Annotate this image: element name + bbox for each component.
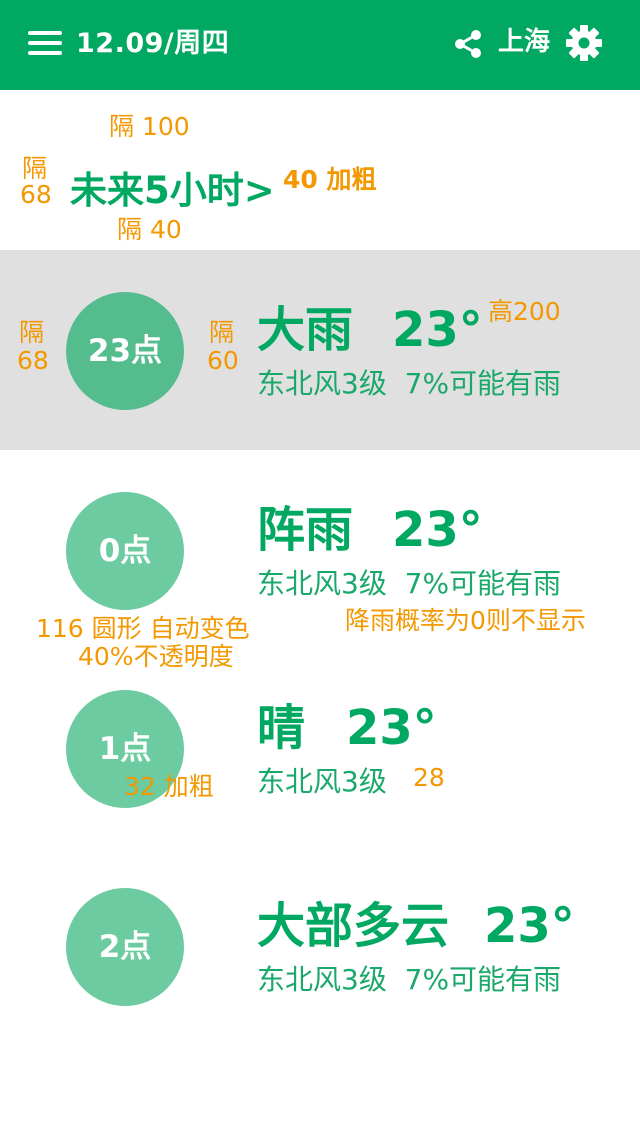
hour-circle: 23点 xyxy=(66,292,184,410)
wind-label: 东北风3级 xyxy=(257,963,387,996)
rain-chance: 7%可能有雨 xyxy=(404,963,562,996)
annotation-gap-68-label: 隔 xyxy=(19,318,45,347)
temperature: 23° xyxy=(392,302,483,358)
annotation-gap-60-value: 60 xyxy=(207,346,239,375)
hour-circle: 0点 xyxy=(66,492,184,610)
future-hours-link[interactable]: 未来5小时> xyxy=(70,169,275,212)
rain-chance: 7%可能有雨 xyxy=(404,567,562,600)
annotation-circle-spec: 116 圆形 自动变色 xyxy=(36,614,250,643)
annotation-gap-68-value: 68 xyxy=(20,180,52,209)
top-bar: 12.09/周四 上海 xyxy=(0,0,640,90)
rain-chance: 7%可能有雨 xyxy=(404,367,562,400)
wind-label: 东北风3级 xyxy=(257,567,387,600)
weather-detail: 东北风3级 7%可能有雨 xyxy=(257,366,561,402)
weather-label: 大部多云 xyxy=(257,898,450,954)
annotation-gap-68-label: 隔 xyxy=(22,154,48,183)
temperature: 23° xyxy=(484,898,575,954)
annotation-gap-60-label: 隔 xyxy=(209,318,235,347)
weather-detail: 东北风3级 7%可能有雨 xyxy=(257,962,561,998)
annotation-row-height: 高200 xyxy=(488,297,561,326)
weather-label: 晴 xyxy=(257,700,306,756)
annotation-title-font: 40 加粗 xyxy=(283,165,377,194)
date-label: 12.09/周四 xyxy=(76,28,230,59)
temperature: 23° xyxy=(346,700,437,756)
weather-label: 阵雨 xyxy=(257,502,354,558)
weather-label: 大雨 xyxy=(257,302,354,358)
hour-row[interactable]: 2点 大部多云 23° 东北风3级 7%可能有雨 xyxy=(0,846,640,1046)
hour-row[interactable]: 23点 大雨 23° 东北风3级 7%可能有雨 xyxy=(0,250,640,450)
temperature: 23° xyxy=(392,502,483,558)
hour-circle: 1点 xyxy=(66,690,184,808)
annotation-gap-100: 隔 100 xyxy=(109,112,190,141)
weather-detail: 东北风3级 7%可能有雨 xyxy=(257,566,561,602)
annotation-detail-font: 28 xyxy=(413,763,445,792)
menu-icon[interactable] xyxy=(28,31,62,55)
wind-label: 东北风3级 xyxy=(257,367,387,400)
hour-row[interactable]: 0点 阵雨 23° 东北风3级 7%可能有雨 xyxy=(0,450,640,650)
annotation-hour-font: 32 加粗 xyxy=(124,772,214,801)
hour-row[interactable]: 1点 晴 23° 东北风3级 xyxy=(0,648,640,848)
annotation-gap-40: 隔 40 xyxy=(117,215,182,244)
gear-icon[interactable] xyxy=(565,24,603,62)
wind-label: 东北风3级 xyxy=(257,765,387,798)
share-icon[interactable] xyxy=(452,28,484,60)
hour-circle: 2点 xyxy=(66,888,184,1006)
city-selector[interactable]: 上海 xyxy=(498,27,551,57)
weather-detail: 东北风3级 xyxy=(257,764,387,800)
annotation-gap-68-value: 68 xyxy=(17,346,49,375)
annotation-circle-opacity: 40%不透明度 xyxy=(78,642,234,671)
annotation-rain-rule: 降雨概率为0则不显示 xyxy=(345,606,586,635)
